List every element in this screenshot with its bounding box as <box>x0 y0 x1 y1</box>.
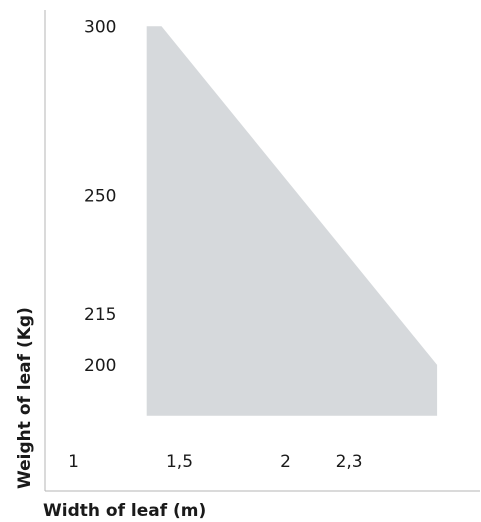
area-region-0 <box>146 26 438 416</box>
x-tick-label-2-3: 2,3 <box>336 452 363 472</box>
x-tick-label-1-5: 1,5 <box>166 452 193 472</box>
y-tick-label-300: 300 <box>84 17 116 37</box>
y-tick-label-250: 250 <box>84 187 116 207</box>
y-axis-title: Weight of leaf (Kg) <box>15 307 35 489</box>
x-tick-label-1: 1 <box>68 452 79 472</box>
x-axis-title: Width of leaf (m) <box>43 501 206 521</box>
x-tick-labels: 1 1,5 2 2,3 <box>68 452 363 472</box>
y-tick-labels: 200 215 250 300 <box>84 17 116 376</box>
area-layer <box>146 26 438 416</box>
x-tick-label-2: 2 <box>280 452 291 472</box>
y-tick-label-215: 215 <box>84 305 116 325</box>
y-tick-label-200: 200 <box>84 356 116 376</box>
